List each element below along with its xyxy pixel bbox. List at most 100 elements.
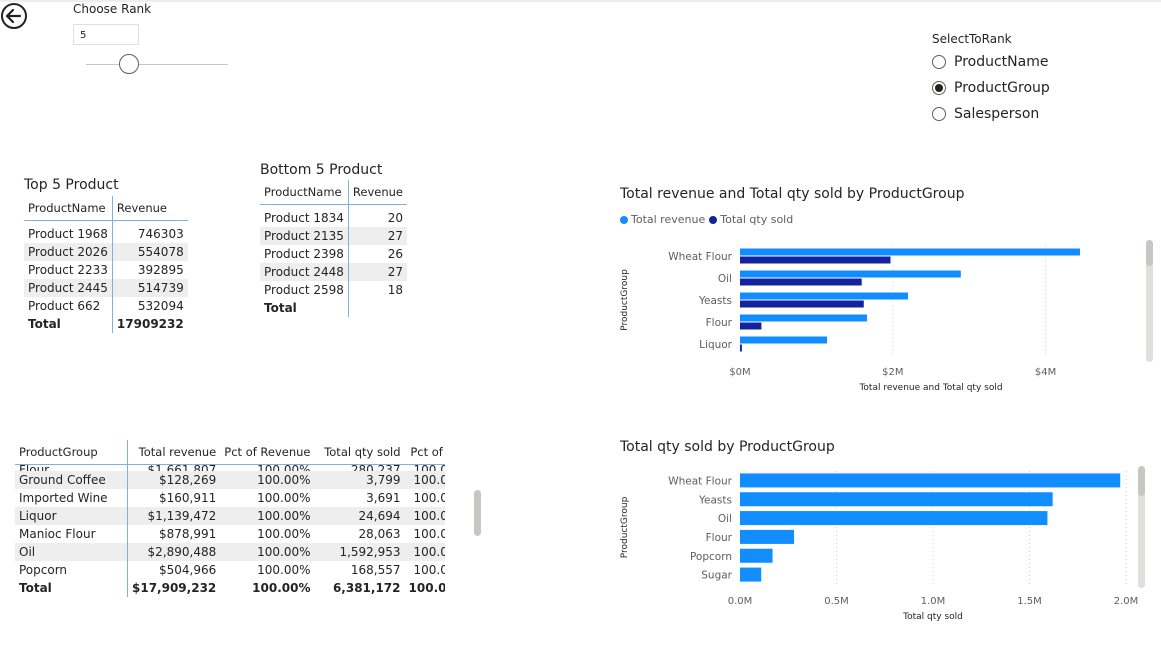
table-cell: Manioc Flour (15, 525, 128, 543)
table-row[interactable]: Product 2135 27 (260, 227, 408, 245)
table-cell: Imported Wine (15, 489, 128, 507)
table-cell: $128,269 (127, 471, 221, 489)
table-cell: Product 2448 (260, 263, 349, 281)
product-group-table: ProductGroup Total revenue Pct of Revenue T… (15, 440, 445, 610)
legend-label-qty: Total qty sold (720, 213, 794, 226)
top-product-table: ProductName Revenue Product 1968 746303 Prod… (24, 196, 188, 333)
x-axis-label: Total revenue and Total qty sold (858, 383, 1002, 393)
table-cell: 100.00% (257, 491, 311, 505)
table-cell: Product 2445 (24, 279, 113, 297)
bar-total-qty-sold (740, 548, 773, 563)
select-to-rank-title: SelectToRank (932, 32, 1012, 46)
table-header-row: ProductName Revenue (24, 196, 188, 221)
column-header: ProductName (24, 196, 113, 221)
top-table-title: Top 5 Product (24, 177, 119, 193)
bar-total-qty-sold (740, 529, 795, 544)
rank-input[interactable]: 5 (73, 24, 139, 45)
table-cell: Product 2598 (260, 281, 349, 299)
table-row[interactable]: Product 2598 18 (260, 281, 407, 299)
radio-option-productname[interactable]: ProductName (932, 52, 1048, 72)
bar-total-revenue (740, 270, 961, 278)
table-row[interactable]: Product 1968 746303 (24, 225, 188, 243)
table-cell: 3,691 (366, 491, 401, 505)
chart1-scroll-track[interactable] (1146, 240, 1153, 362)
table-cell: 100.00% (220, 465, 314, 472)
table-cell: 514739 (112, 279, 188, 297)
table-cell: Product 2233 (24, 261, 113, 279)
column-header: Pct of Qty (404, 440, 445, 465)
table-cell: 100.00% (257, 527, 311, 541)
y-axis-label: ProductGroup (620, 496, 630, 558)
spacer-cell (260, 204, 349, 209)
table-row[interactable]: Product 662 532094 (24, 297, 188, 315)
table-cell: 100.00% (404, 507, 445, 525)
total-cell: 100.00% (252, 581, 311, 595)
table-spacer-row (24, 220, 188, 225)
table-total-row: Total $17,909,232 100.00% 6,381,172 100.00% (15, 579, 445, 597)
revenue-qty-bar-chart: $0M $2M $4M Total revenue and Total qty sol… (620, 245, 1080, 393)
table-row[interactable]: Product 1834 20 (260, 209, 407, 227)
table-cell: 392895 (137, 263, 184, 277)
chart1-scrollbar-thumb[interactable] (1146, 240, 1153, 266)
table-cell: Popcorn (15, 561, 128, 579)
table-cell: 27 (348, 227, 408, 245)
table-cell: Product 662 (24, 297, 113, 315)
table-row[interactable]: Manioc Flour $878,991 100.00% 28,063 100.00% (15, 525, 445, 543)
table-scrollbar[interactable] (474, 490, 481, 536)
table-cell: 100.00% (405, 465, 445, 472)
table-row[interactable]: Product 2026 554078 (24, 243, 188, 261)
arrow-left-circle-icon[interactable] (0, 2, 28, 30)
table-cell: 3,799 (314, 471, 405, 489)
legend-label-revenue: Total revenue (631, 213, 706, 226)
table-row[interactable]: Product 2448 27 (260, 263, 408, 281)
radio-option-label: Salesperson (954, 106, 1040, 122)
bar-total-revenue (740, 248, 1080, 256)
table-cell: 100.00% (220, 543, 315, 561)
x-tick-label: 0.0M (728, 596, 753, 607)
y-tick-label: Wheat Flour (668, 475, 732, 487)
chart2-title: Total qty sold by ProductGroup (620, 439, 835, 455)
total-cell: Total (260, 299, 349, 317)
total-cell: 17909232 (116, 317, 184, 331)
radio-button-icon[interactable] (932, 55, 946, 69)
table-row[interactable]: Product 2233 392895 (24, 261, 188, 279)
bar-total-qty-sold (740, 473, 1121, 488)
table-cell: 100.00% (257, 563, 311, 577)
y-tick-label: Yeasts (698, 494, 732, 506)
table-cell: $1,139,472 (127, 507, 221, 525)
table-row[interactable]: Product 2445 514739 (24, 279, 188, 297)
table-header-row: ProductGroup Total revenue Pct of Revenue T… (15, 440, 445, 465)
table-cell: Oil (15, 543, 128, 561)
chart2-scroll-track[interactable] (1138, 466, 1145, 588)
table-cell: $504,966 (159, 563, 217, 577)
rank-slider-track[interactable] (86, 64, 228, 65)
radio-option-productgroup[interactable]: ProductGroup (932, 78, 1050, 98)
table-cell: $878,991 (159, 527, 217, 541)
radio-button-icon[interactable] (932, 107, 946, 121)
bottom-table-title: Bottom 5 Product (260, 162, 383, 178)
table-row-partial[interactable]: Flour$1,661,807100.00%280,237100.00% (15, 464, 445, 472)
table-cell: 100.00% (404, 471, 445, 489)
table-cell: 24,694 (314, 507, 405, 525)
radio-button-icon[interactable] (932, 81, 946, 95)
chart1-legend: Total revenue Total qty sold (620, 213, 793, 226)
table-cell: Product 1968 (24, 225, 113, 243)
rank-slider-thumb[interactable] (118, 54, 139, 74)
table-row[interactable]: Popcorn $504,966 100.00% 168,557 100.00% (15, 561, 445, 579)
radio-option-salesperson[interactable]: Salesperson (932, 104, 1039, 124)
table-row[interactable]: Imported Wine $160,911 100.00% 3,691 100.00% (15, 489, 445, 507)
bar-total-qty-sold (740, 256, 891, 264)
table-cell: Product 2026 (24, 243, 113, 261)
table-row[interactable]: Product 2398 26 (260, 245, 407, 263)
column-header: Total qty sold (314, 440, 405, 465)
table-cell: 100.00% (413, 491, 445, 505)
total-cell: Total (15, 579, 128, 597)
table-cell: Product 2135 (260, 227, 349, 245)
y-tick-label: Wheat Flour (668, 251, 732, 263)
x-tick-label: $4M (1035, 367, 1056, 378)
chart2-scrollbar-thumb[interactable] (1138, 466, 1145, 496)
table-cell: 746303 (137, 227, 184, 241)
